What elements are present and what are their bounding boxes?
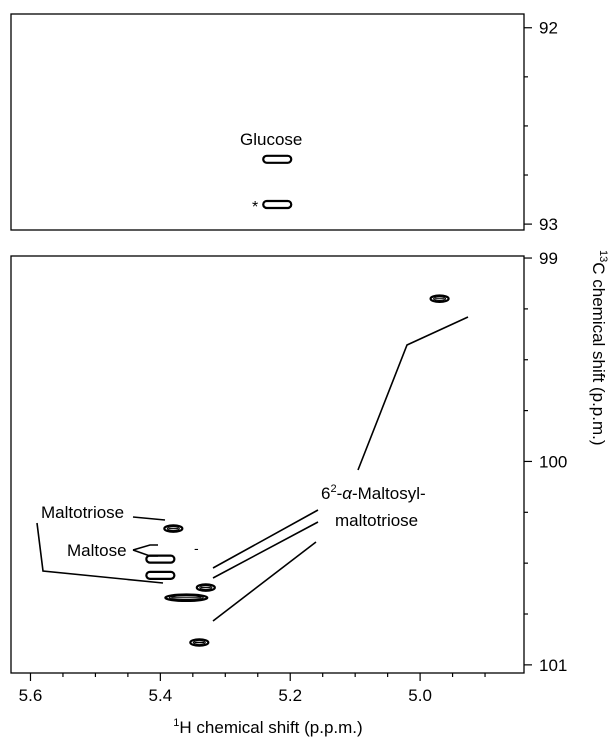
asterisk-label: * — [252, 199, 258, 216]
maltose-label: Maltose — [67, 541, 127, 560]
x-tick-label: 5.6 — [19, 686, 43, 705]
peak-glucose-1 — [262, 154, 293, 164]
y-tick-label: 101 — [539, 656, 567, 675]
y-tick-label: 100 — [539, 452, 567, 471]
top-panel-frame — [10, 13, 525, 231]
x-tick-label: 5.2 — [278, 686, 302, 705]
y-axis-ticks: 92 93 99 100 101 — [524, 19, 567, 675]
peak-maltose-1 — [145, 554, 176, 564]
peak-tetra-3 — [189, 638, 210, 647]
peak-contours — [145, 154, 450, 647]
y-tick-label: 92 — [539, 19, 558, 38]
bottom-panel-frame — [10, 255, 525, 674]
y-tick-label: 99 — [539, 249, 558, 268]
peak-maltose-2 — [145, 570, 176, 580]
leader-line — [132, 544, 158, 551]
leader-line — [132, 516, 166, 521]
leader-line — [212, 509, 319, 569]
leader-line — [212, 541, 317, 622]
peak-tetra-2 — [195, 583, 216, 592]
x-tick-label: 5.4 — [149, 686, 173, 705]
glucose-label: Glucose — [240, 130, 302, 149]
tetrasaccharide-label-line2: maltotriose — [335, 511, 418, 530]
leader-line — [357, 316, 469, 471]
x-axis-title: 1H chemical shift (p.p.m.) — [173, 717, 362, 737]
leader-line — [212, 521, 319, 579]
tetrasaccharide-label-line1: 62-α-Maltosyl- — [321, 483, 426, 503]
y-tick-label: 93 — [539, 215, 558, 234]
peak-glucose-2 — [262, 199, 293, 210]
leader-line — [36, 522, 164, 584]
leader-line — [132, 549, 158, 557]
peak-maltotriose — [163, 524, 184, 533]
x-axis-ticks: 5.6 5.4 5.2 5.0 — [19, 673, 486, 705]
maltotriose-label: Maltotriose — [41, 503, 124, 522]
annotation-leader-lines — [36, 316, 469, 622]
x-tick-label: 5.0 — [408, 686, 432, 705]
peak-overlap — [164, 593, 209, 603]
peak-tetra-1 — [429, 294, 450, 304]
maltose-dash: - — [194, 540, 199, 556]
y-axis-title: 13C chemical shift (p.p.m.) — [589, 250, 609, 446]
